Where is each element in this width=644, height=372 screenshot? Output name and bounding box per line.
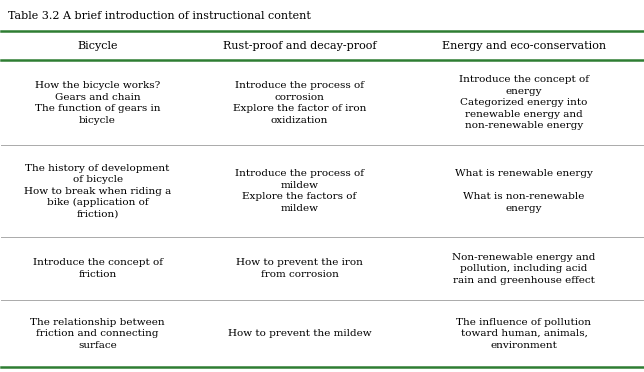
Text: How to prevent the mildew: How to prevent the mildew	[228, 329, 372, 338]
Text: How to prevent the iron
from corrosion: How to prevent the iron from corrosion	[236, 259, 363, 279]
Text: Rust-proof and decay-proof: Rust-proof and decay-proof	[223, 41, 376, 51]
Text: How the bicycle works?
Gears and chain
The function of gears in
bicycle: How the bicycle works? Gears and chain T…	[35, 81, 160, 125]
Text: Introduce the process of
mildew
Explore the factors of
mildew: Introduce the process of mildew Explore …	[235, 170, 364, 213]
Text: Introduce the process of
corrosion
Explore the factor of iron
oxidization: Introduce the process of corrosion Explo…	[233, 81, 366, 125]
Text: The history of development
of bicycle
How to break when riding a
bike (applicati: The history of development of bicycle Ho…	[24, 164, 171, 219]
Text: Bicycle: Bicycle	[77, 41, 118, 51]
Text: Energy and eco-conservation: Energy and eco-conservation	[442, 41, 606, 51]
Text: Introduce the concept of
friction: Introduce the concept of friction	[33, 259, 162, 279]
Text: The relationship between
friction and connecting
surface: The relationship between friction and co…	[30, 318, 165, 350]
Text: Non-renewable energy and
pollution, including acid
rain and greenhouse effect: Non-renewable energy and pollution, incl…	[452, 253, 596, 285]
Text: Table 3.2 A brief introduction of instructional content: Table 3.2 A brief introduction of instru…	[8, 11, 310, 20]
Text: Introduce the concept of
energy
Categorized energy into
renewable energy and
non: Introduce the concept of energy Categori…	[459, 76, 589, 130]
Text: What is renewable energy

What is non-renewable
energy: What is renewable energy What is non-ren…	[455, 170, 593, 213]
Text: The influence of pollution
toward human, animals,
environment: The influence of pollution toward human,…	[457, 318, 591, 350]
